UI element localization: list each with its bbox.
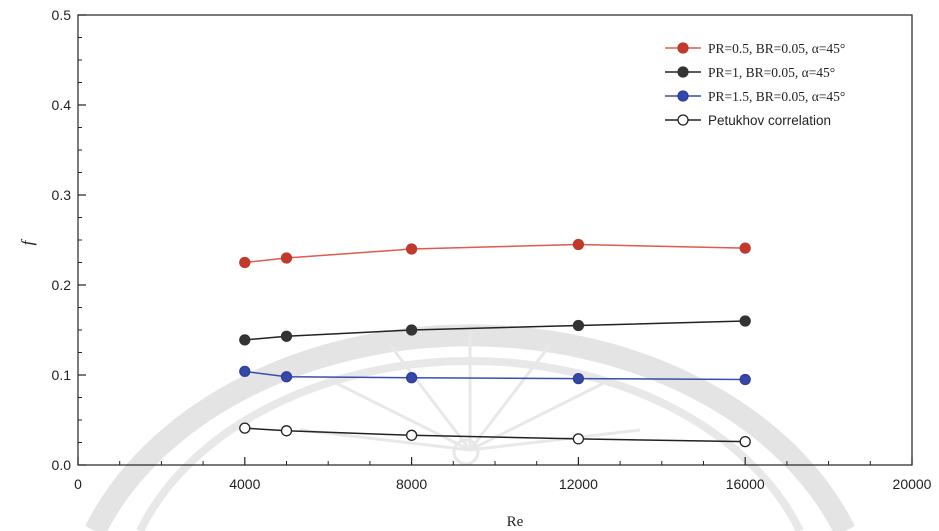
series-line [244, 243, 746, 264]
y-axis-title: f [18, 238, 37, 245]
data-point [739, 315, 751, 327]
legend-marker [677, 114, 689, 126]
y-tick-label: 0.1 [52, 367, 72, 383]
series-1 [239, 238, 751, 269]
legend-item-2: PR=1, BR=0.05, α=45° [665, 65, 835, 80]
data-point [572, 238, 585, 251]
data-point [280, 252, 293, 264]
data-point [405, 243, 418, 255]
y-tick-label: 0.2 [52, 277, 72, 293]
legend-marker [677, 90, 689, 102]
data-point [239, 422, 251, 434]
y-tick-label: 0.4 [52, 97, 72, 113]
data-point [239, 256, 251, 269]
y-tick-label: 0.0 [52, 457, 72, 473]
data-point [739, 435, 751, 448]
data-point [280, 330, 293, 342]
legend-item-4: Petukhov correlation [665, 113, 831, 128]
x-tick-label: 8000 [396, 476, 427, 492]
data-point [739, 373, 751, 386]
y-tick-label: 0.3 [52, 187, 72, 203]
plot-area-border [77, 14, 913, 466]
data-point [572, 319, 585, 332]
series-2 [239, 315, 751, 346]
legend-item-1: PR=0.5, BR=0.05, α=45° [665, 41, 845, 56]
data-point [405, 429, 418, 441]
data-point [739, 242, 751, 254]
series-line [244, 427, 746, 443]
legend-label: PR=0.5, BR=0.05, α=45° [708, 41, 845, 56]
x-axis-title: Re [507, 514, 524, 530]
data-point [405, 324, 418, 336]
data-point [280, 371, 293, 383]
data-point [572, 433, 585, 445]
series-4 [239, 422, 751, 448]
data-point [405, 372, 418, 384]
legend-marker [677, 42, 689, 54]
x-tick-label: 0 [74, 476, 82, 492]
legend-label: PR=1.5, BR=0.05, α=45° [708, 89, 845, 104]
series-3 [239, 365, 751, 386]
x-tick-label: 4000 [229, 476, 260, 492]
data-point [280, 425, 293, 437]
x-tick-label: 12000 [559, 476, 598, 492]
x-tick-label: 16000 [726, 476, 765, 492]
y-tick-label: 0.5 [52, 7, 72, 23]
legend-marker [677, 66, 689, 78]
data-point [239, 365, 251, 378]
data-point [572, 372, 585, 385]
data-point [239, 334, 251, 346]
watermark-emblem [85, 324, 855, 531]
legend-item-3: PR=1.5, BR=0.05, α=45° [665, 89, 845, 104]
legend-label: PR=1, BR=0.05, α=45° [708, 65, 835, 80]
x-tick-label: 20000 [893, 476, 932, 492]
legend-label: Petukhov correlation [708, 113, 831, 128]
